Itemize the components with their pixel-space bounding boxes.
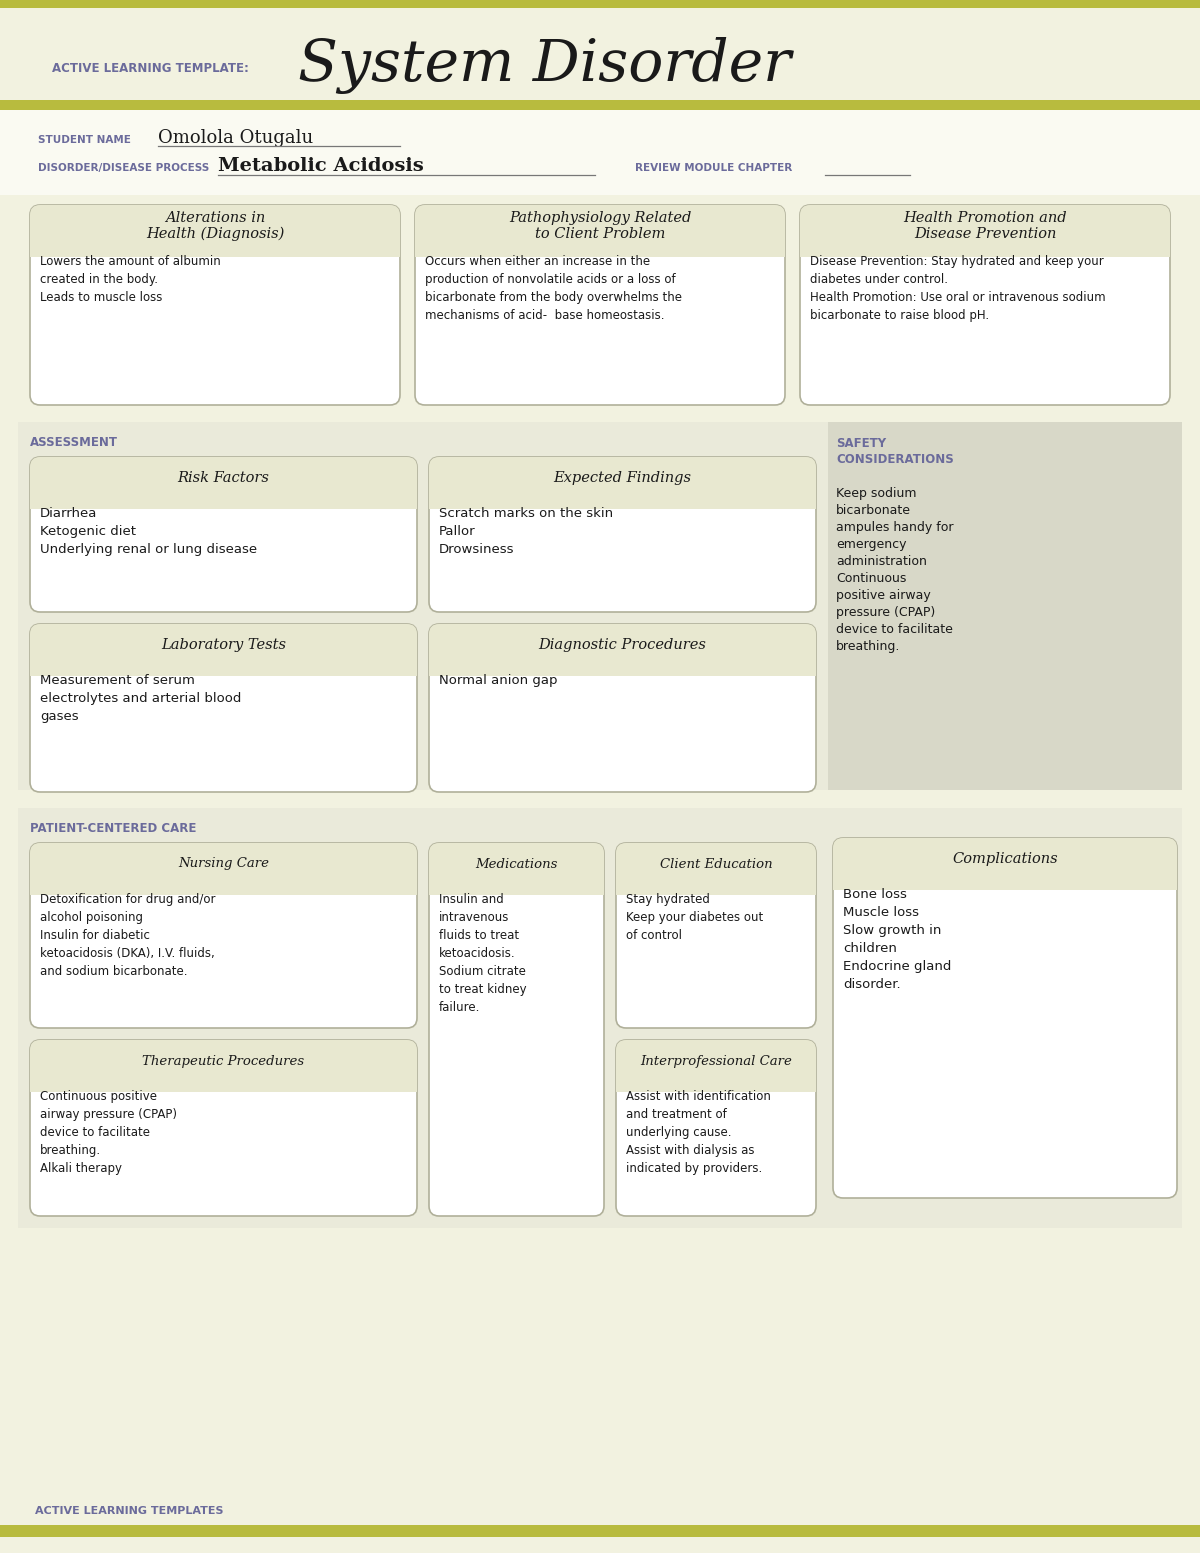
- Bar: [0, 0, 1200, 8]
- Bar: [616, 1050, 816, 1082]
- Text: Client Education: Client Education: [660, 857, 773, 871]
- Text: Assist with identification
and treatment of
underlying cause.
Assist with dialys: Assist with identification and treatment…: [626, 1090, 770, 1176]
- FancyBboxPatch shape: [30, 624, 418, 676]
- Text: STUDENT NAME: STUDENT NAME: [38, 135, 131, 144]
- FancyBboxPatch shape: [30, 1041, 418, 1216]
- Text: Normal anion gap: Normal anion gap: [439, 674, 558, 686]
- Bar: [30, 1050, 418, 1082]
- Text: Metabolic Acidosis: Metabolic Acidosis: [218, 157, 424, 175]
- FancyBboxPatch shape: [430, 624, 816, 792]
- Text: System Disorder: System Disorder: [298, 37, 791, 93]
- FancyBboxPatch shape: [430, 843, 604, 895]
- Text: Expected Findings: Expected Findings: [553, 471, 691, 485]
- Text: Therapeutic Procedures: Therapeutic Procedures: [143, 1054, 305, 1067]
- Bar: [800, 214, 1170, 247]
- FancyBboxPatch shape: [616, 1041, 816, 1092]
- Bar: [30, 1082, 418, 1092]
- Bar: [828, 808, 1182, 1228]
- Bar: [30, 885, 418, 895]
- Bar: [828, 422, 1182, 790]
- Text: Medications: Medications: [475, 857, 558, 871]
- Bar: [800, 247, 1170, 256]
- Bar: [415, 214, 785, 247]
- Bar: [0, 1525, 1200, 1537]
- Bar: [30, 853, 418, 885]
- Text: Complications: Complications: [952, 853, 1058, 867]
- Text: ACTIVE LEARNING TEMPLATES: ACTIVE LEARNING TEMPLATES: [35, 1506, 223, 1516]
- Bar: [616, 885, 816, 895]
- FancyBboxPatch shape: [800, 205, 1170, 256]
- Text: SAFETY
CONSIDERATIONS: SAFETY CONSIDERATIONS: [836, 436, 954, 466]
- Bar: [430, 499, 816, 509]
- Bar: [430, 666, 816, 676]
- Text: Risk Factors: Risk Factors: [178, 471, 270, 485]
- Bar: [833, 848, 1177, 881]
- FancyBboxPatch shape: [430, 624, 816, 676]
- Text: Measurement of serum
electrolytes and arterial blood
gases: Measurement of serum electrolytes and ar…: [40, 674, 241, 724]
- Bar: [415, 247, 785, 256]
- Text: Keep sodium
bicarbonate
ampules handy for
emergency
administration
Continuous
po: Keep sodium bicarbonate ampules handy fo…: [836, 488, 954, 652]
- FancyBboxPatch shape: [30, 843, 418, 895]
- Text: Pathophysiology Related
to Client Problem: Pathophysiology Related to Client Proble…: [509, 211, 691, 241]
- FancyBboxPatch shape: [833, 839, 1177, 1197]
- FancyBboxPatch shape: [415, 205, 785, 405]
- FancyBboxPatch shape: [833, 839, 1177, 890]
- FancyBboxPatch shape: [616, 1041, 816, 1216]
- Bar: [30, 247, 400, 256]
- Bar: [616, 1082, 816, 1092]
- Text: Scratch marks on the skin
Pallor
Drowsiness: Scratch marks on the skin Pallor Drowsin…: [439, 506, 613, 556]
- Text: Continuous positive
airway pressure (CPAP)
device to facilitate
breathing.
Alkal: Continuous positive airway pressure (CPA…: [40, 1090, 178, 1176]
- FancyBboxPatch shape: [430, 457, 816, 612]
- Text: Insulin and
intravenous
fluids to treat
ketoacidosis.
Sodium citrate
to treat ki: Insulin and intravenous fluids to treat …: [439, 893, 527, 1014]
- FancyBboxPatch shape: [415, 205, 785, 256]
- Bar: [18, 808, 828, 1228]
- Text: REVIEW MODULE CHAPTER: REVIEW MODULE CHAPTER: [635, 163, 792, 172]
- Text: Occurs when either an increase in the
production of nonvolatile acids or a loss : Occurs when either an increase in the pr…: [425, 255, 682, 321]
- Bar: [30, 467, 418, 499]
- Text: Bone loss
Muscle loss
Slow growth in
children
Endocrine gland
disorder.: Bone loss Muscle loss Slow growth in chi…: [842, 888, 952, 991]
- FancyBboxPatch shape: [30, 457, 418, 612]
- FancyBboxPatch shape: [30, 205, 400, 256]
- Bar: [30, 666, 418, 676]
- Bar: [0, 110, 1200, 196]
- Text: Laboratory Tests: Laboratory Tests: [161, 638, 286, 652]
- FancyBboxPatch shape: [30, 457, 418, 509]
- Bar: [0, 99, 1200, 110]
- FancyBboxPatch shape: [430, 843, 604, 1216]
- FancyBboxPatch shape: [30, 205, 400, 405]
- Bar: [430, 467, 816, 499]
- Text: Diarrhea
Ketogenic diet
Underlying renal or lung disease: Diarrhea Ketogenic diet Underlying renal…: [40, 506, 257, 556]
- Text: Stay hydrated
Keep your diabetes out
of control: Stay hydrated Keep your diabetes out of …: [626, 893, 763, 943]
- Text: ASSESSMENT: ASSESSMENT: [30, 435, 118, 449]
- Bar: [30, 634, 418, 666]
- Text: ACTIVE LEARNING TEMPLATE:: ACTIVE LEARNING TEMPLATE:: [52, 62, 248, 75]
- Bar: [430, 634, 816, 666]
- Bar: [430, 885, 604, 895]
- Bar: [30, 499, 418, 509]
- Text: Diagnostic Procedures: Diagnostic Procedures: [539, 638, 707, 652]
- Text: Disease Prevention: Stay hydrated and keep your
diabetes under control.
Health P: Disease Prevention: Stay hydrated and ke…: [810, 255, 1105, 321]
- FancyBboxPatch shape: [30, 624, 418, 792]
- Bar: [430, 853, 604, 885]
- Text: Lowers the amount of albumin
created in the body.
Leads to muscle loss: Lowers the amount of albumin created in …: [40, 255, 221, 304]
- FancyBboxPatch shape: [30, 1041, 418, 1092]
- Bar: [18, 422, 828, 790]
- FancyBboxPatch shape: [616, 843, 816, 1028]
- FancyBboxPatch shape: [430, 457, 816, 509]
- FancyBboxPatch shape: [30, 843, 418, 1028]
- Text: Omolola Otugalu: Omolola Otugalu: [158, 129, 313, 148]
- Text: DISORDER/DISEASE PROCESS: DISORDER/DISEASE PROCESS: [38, 163, 209, 172]
- Text: Health Promotion and
Disease Prevention: Health Promotion and Disease Prevention: [904, 211, 1067, 241]
- Text: Detoxification for drug and/or
alcohol poisoning
Insulin for diabetic
ketoacidos: Detoxification for drug and/or alcohol p…: [40, 893, 216, 978]
- FancyBboxPatch shape: [800, 205, 1170, 405]
- Text: Alterations in
Health (Diagnosis): Alterations in Health (Diagnosis): [146, 211, 284, 241]
- Text: Interprofessional Care: Interprofessional Care: [640, 1054, 792, 1067]
- Bar: [30, 214, 400, 247]
- Text: PATIENT-CENTERED CARE: PATIENT-CENTERED CARE: [30, 822, 197, 834]
- Text: Nursing Care: Nursing Care: [178, 857, 269, 871]
- Bar: [833, 881, 1177, 890]
- Bar: [616, 853, 816, 885]
- FancyBboxPatch shape: [616, 843, 816, 895]
